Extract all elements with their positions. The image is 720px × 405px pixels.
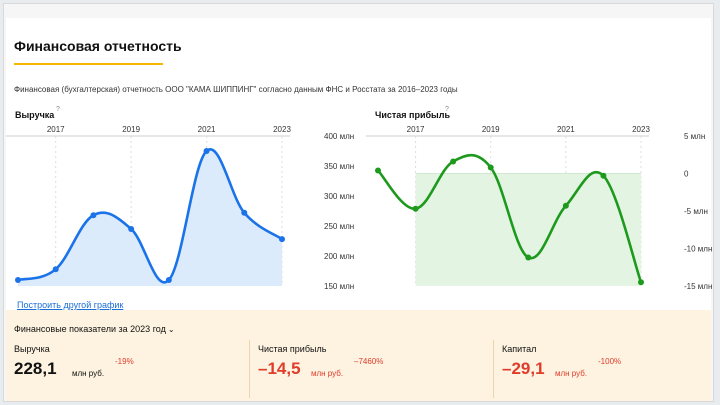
kpi-capital: Капитал –29,1 млн руб. -100% (493, 340, 712, 398)
data-point (562, 202, 569, 209)
profit-help-icon[interactable]: ? (445, 106, 449, 113)
data-point (15, 277, 21, 283)
kpi-value: 228,1 (14, 359, 57, 378)
y-tick-label: -5 млн (684, 207, 708, 216)
data-point (600, 172, 607, 179)
x-tick-label: 2017 (47, 125, 65, 134)
y-tick-label: 400 млн (324, 132, 354, 141)
data-point (128, 226, 135, 232)
y-tick-label: 150 млн (324, 282, 354, 291)
y-tick-label: 350 млн (324, 162, 354, 171)
series-line (17, 148, 283, 284)
data-point (525, 254, 532, 261)
data-point (52, 266, 59, 273)
data-point (165, 277, 172, 283)
kpi-revenue: Выручка 228,1 млн руб. -19% (6, 340, 246, 398)
revenue-help-icon[interactable]: ? (56, 106, 60, 113)
y-tick-label: -10 млн (684, 245, 712, 254)
kpi-label: Выручка (14, 344, 50, 354)
y-tick-label: 250 млн (324, 222, 354, 231)
kpi-label: Чистая прибыль (258, 344, 327, 354)
y-tick-label: 0 (684, 170, 689, 179)
kpi-value: –29,1 (502, 359, 545, 378)
data-point (241, 209, 248, 216)
data-point (487, 164, 494, 171)
y-tick-label: 200 млн (324, 252, 354, 261)
kpi-change: -19% (115, 357, 134, 366)
profit-chart-title: Чистая прибыль (375, 110, 450, 120)
data-point (279, 236, 285, 243)
data-point (90, 212, 97, 219)
data-point (450, 158, 457, 165)
data-point (638, 279, 644, 286)
kpi-label: Капитал (502, 344, 537, 354)
x-tick-label: 2023 (632, 125, 650, 134)
kpi-unit: млн руб. (72, 369, 105, 378)
financial-indicators-panel: Финансовые показатели за 2023 год ⌄ Выруч… (6, 310, 711, 401)
x-tick-label: 2019 (122, 125, 140, 134)
title-underline (14, 63, 163, 65)
kpi-unit: млн руб. (555, 369, 588, 378)
kpi-net-profit: Чистая прибыль –14,5 млн руб. –7460% (249, 340, 490, 398)
build-another-chart-link[interactable]: Построить другой график (17, 300, 124, 310)
kpi-change: -100% (598, 357, 622, 366)
x-tick-label: 2021 (198, 125, 216, 134)
y-tick-label: 5 млн (684, 132, 705, 141)
page: Финансовая отчетность Финансовая (бухгал… (3, 3, 714, 402)
series-area (18, 149, 282, 286)
kpi-change: –7460% (354, 357, 384, 366)
revenue-chart-title: Выручка (15, 110, 55, 120)
data-point (412, 205, 419, 212)
profit-chart: 2017 2019 2021 2023 5 млн 0 -5 млн -10 млн -15 м… (366, 125, 712, 291)
y-tick-label: -15 млн (684, 282, 712, 291)
x-tick-label: 2021 (557, 125, 575, 134)
x-tick-label: 2017 (407, 125, 425, 134)
data-point (203, 148, 210, 154)
revenue-chart: 2017 2019 2021 2023 400 млн 350 млн 300 млн 250… (6, 125, 354, 291)
y-tick-label: 300 млн (324, 192, 354, 201)
x-tick-label: 2023 (273, 125, 291, 134)
series-area (415, 173, 641, 286)
period-selector[interactable]: Финансовые показатели за 2023 год ⌄ (14, 324, 175, 334)
kpi-unit: млн руб. (311, 369, 344, 378)
page-title: Финансовая отчетность (14, 38, 182, 54)
kpi-value: –14,5 (258, 359, 301, 378)
page-subtitle: Финансовая (бухгалтерская) отчетность ОО… (14, 85, 458, 94)
period-label: Финансовые показатели за 2023 год (14, 324, 166, 334)
x-tick-label: 2019 (482, 125, 500, 134)
chevron-down-icon: ⌄ (167, 325, 175, 334)
data-point (375, 167, 381, 174)
